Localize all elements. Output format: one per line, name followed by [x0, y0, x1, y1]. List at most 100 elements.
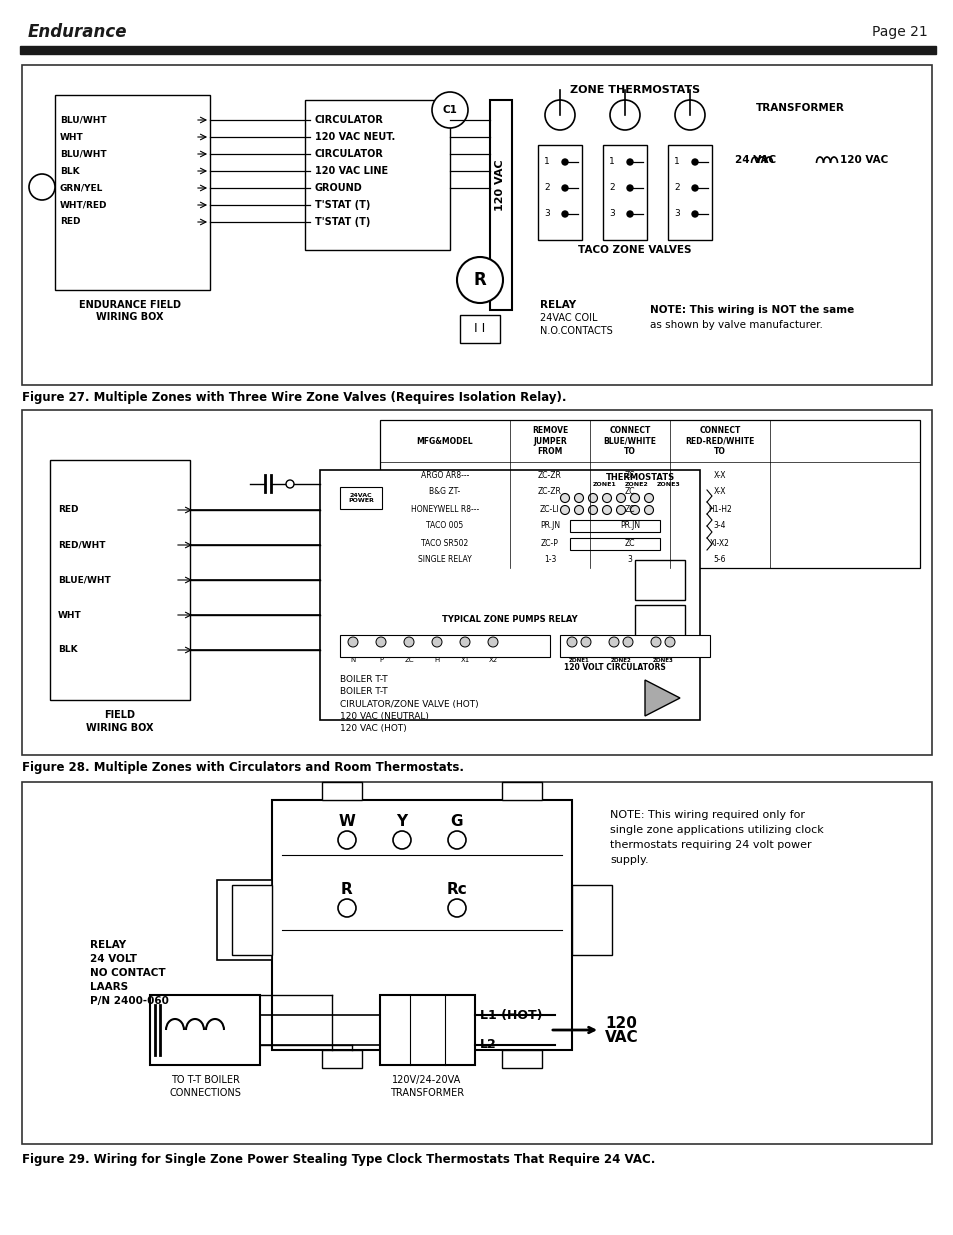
- Text: supply.: supply.: [609, 855, 648, 864]
- Text: BLK: BLK: [60, 167, 79, 175]
- Circle shape: [588, 505, 597, 515]
- Text: 24VAC
POWER: 24VAC POWER: [348, 493, 374, 504]
- Circle shape: [574, 505, 583, 515]
- Bar: [22, 410, 931, 755]
- Bar: [339, 635, 550, 657]
- Bar: [272, 800, 572, 1050]
- Text: Page 21: Page 21: [871, 25, 927, 40]
- Text: GRN/YEL: GRN/YEL: [60, 184, 103, 193]
- Bar: [339, 487, 381, 509]
- Circle shape: [588, 494, 597, 503]
- Text: WHT/RED: WHT/RED: [60, 200, 108, 210]
- Bar: [50, 459, 190, 700]
- Circle shape: [626, 159, 633, 165]
- Text: 120: 120: [604, 1015, 637, 1030]
- Bar: [322, 1050, 361, 1068]
- Text: 3: 3: [543, 210, 549, 219]
- Text: L2: L2: [479, 1039, 497, 1051]
- Text: NOTE: This wiring is NOT the same: NOTE: This wiring is NOT the same: [649, 305, 853, 315]
- Bar: [501, 782, 541, 800]
- Bar: [490, 100, 512, 310]
- Text: 2: 2: [608, 184, 614, 193]
- Bar: [635, 605, 684, 645]
- Circle shape: [691, 159, 698, 165]
- Polygon shape: [644, 680, 679, 716]
- Text: H: H: [434, 657, 439, 663]
- Bar: [20, 46, 935, 54]
- Text: ZONE THERMOSTATS: ZONE THERMOSTATS: [569, 85, 700, 95]
- Text: 3: 3: [608, 210, 614, 219]
- Text: RED: RED: [58, 505, 78, 515]
- Circle shape: [602, 505, 611, 515]
- Circle shape: [337, 899, 355, 918]
- Circle shape: [348, 637, 357, 647]
- Circle shape: [561, 211, 567, 217]
- Text: Rc: Rc: [446, 883, 467, 898]
- Circle shape: [375, 637, 386, 647]
- Text: 120 VAC: 120 VAC: [840, 156, 887, 165]
- Text: 120 VAC LINE: 120 VAC LINE: [314, 165, 388, 177]
- Circle shape: [609, 100, 639, 130]
- Circle shape: [544, 100, 575, 130]
- Text: 1: 1: [608, 158, 614, 167]
- Text: WHT: WHT: [60, 132, 84, 142]
- Text: single zone applications utilizing clock: single zone applications utilizing clock: [609, 825, 822, 835]
- Text: ZC-ZR: ZC-ZR: [537, 471, 561, 479]
- Text: Y: Y: [396, 815, 407, 830]
- Text: CONNECT
RED-RED/WHITE
TO: CONNECT RED-RED/WHITE TO: [684, 426, 754, 456]
- Text: TACO ZONE VALVES: TACO ZONE VALVES: [578, 245, 691, 254]
- Text: X-X: X-X: [713, 488, 725, 496]
- Text: ZC-LI: ZC-LI: [539, 505, 559, 514]
- Circle shape: [622, 637, 633, 647]
- Bar: [319, 471, 700, 720]
- Text: ZONE2: ZONE2: [610, 657, 631, 662]
- Text: VAC: VAC: [604, 1030, 638, 1045]
- Text: 3: 3: [627, 556, 632, 564]
- Text: ZONE3: ZONE3: [657, 482, 680, 487]
- Text: X-X: X-X: [713, 471, 725, 479]
- Text: B&G ZT-: B&G ZT-: [429, 488, 460, 496]
- Text: PR.JN: PR.JN: [619, 521, 639, 531]
- Text: as shown by valve manufacturer.: as shown by valve manufacturer.: [649, 320, 822, 330]
- Text: BLUE/WHT: BLUE/WHT: [58, 576, 111, 584]
- Bar: [559, 635, 709, 657]
- Text: 2: 2: [673, 184, 679, 193]
- Circle shape: [691, 211, 698, 217]
- Text: TRANSFORMER: TRANSFORMER: [755, 103, 843, 112]
- Text: G: G: [450, 815, 463, 830]
- Text: X2: X2: [488, 657, 497, 663]
- Text: ZONE1: ZONE1: [568, 657, 589, 662]
- Text: SINGLE RELAY: SINGLE RELAY: [417, 556, 472, 564]
- Text: 120 VAC: 120 VAC: [495, 159, 504, 211]
- Text: ENDURANCE FIELD: ENDURANCE FIELD: [79, 300, 181, 310]
- Circle shape: [616, 494, 625, 503]
- Text: ZC: ZC: [624, 471, 635, 479]
- Circle shape: [337, 831, 355, 848]
- Bar: [459, 315, 499, 343]
- Circle shape: [448, 899, 465, 918]
- Text: ZC-ZR: ZC-ZR: [537, 488, 561, 496]
- Text: L1 (HOT): L1 (HOT): [479, 1009, 542, 1021]
- Text: RED/WHT: RED/WHT: [58, 541, 106, 550]
- Text: 24 VAC: 24 VAC: [734, 156, 776, 165]
- Circle shape: [560, 494, 569, 503]
- Text: GROUND: GROUND: [314, 183, 362, 193]
- Text: Figure 29. Wiring for Single Zone Power Stealing Type Clock Thermostats That Req: Figure 29. Wiring for Single Zone Power …: [22, 1153, 655, 1167]
- Text: CIRULATOR/ZONE VALVE (HOT): CIRULATOR/ZONE VALVE (HOT): [339, 699, 478, 709]
- Circle shape: [566, 637, 577, 647]
- Text: WIRING BOX: WIRING BOX: [96, 312, 164, 322]
- Text: 3-4: 3-4: [713, 521, 725, 531]
- Text: 5-6: 5-6: [713, 556, 725, 564]
- Text: T'STAT (T): T'STAT (T): [314, 200, 370, 210]
- Text: thermostats requiring 24 volt power: thermostats requiring 24 volt power: [609, 840, 811, 850]
- Text: WHT: WHT: [58, 610, 82, 620]
- Text: 24VAC COIL: 24VAC COIL: [539, 312, 597, 324]
- Circle shape: [561, 185, 567, 191]
- Circle shape: [574, 494, 583, 503]
- Circle shape: [664, 637, 675, 647]
- Text: ZONE1: ZONE1: [593, 482, 617, 487]
- Bar: [305, 100, 450, 249]
- Text: BOILER T-T: BOILER T-T: [339, 676, 387, 684]
- Bar: [501, 1050, 541, 1068]
- Bar: [537, 144, 581, 240]
